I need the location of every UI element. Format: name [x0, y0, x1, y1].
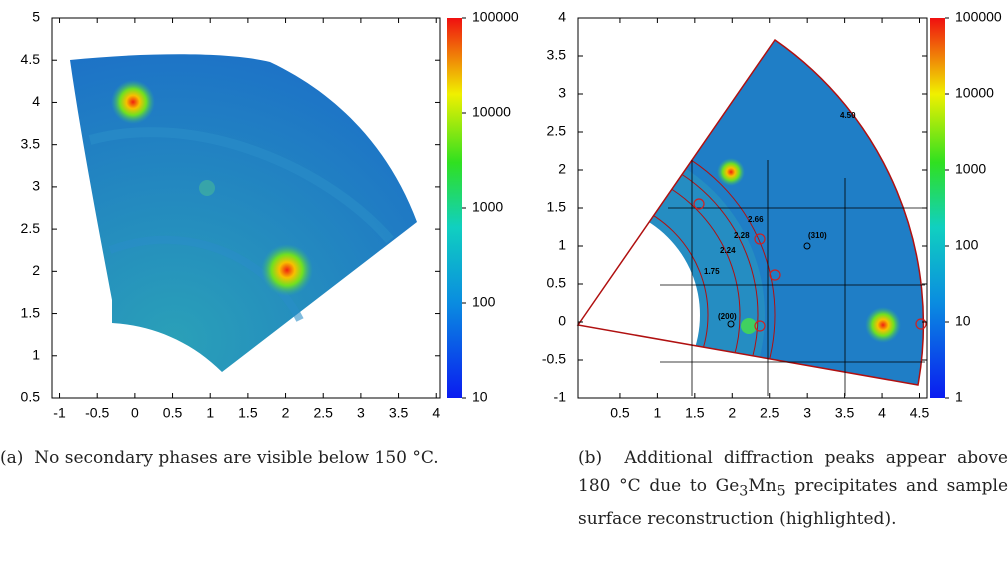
y-tick-label: 2.5	[547, 123, 567, 139]
annotation: 2.66	[748, 215, 764, 224]
x-tick-label: 4.5	[910, 405, 930, 421]
caption-text: 3	[739, 483, 749, 500]
caption-text: No secondary phases are visible below 15…	[34, 448, 439, 468]
y-tick-label: 4	[32, 93, 40, 109]
figure: 4.50 2.66 2.28 2.24 1.75 (310) (200) -1-…	[21, 9, 1002, 421]
x-tick-label: 3.5	[389, 405, 409, 421]
x-tick-label: 4	[878, 405, 886, 421]
x-tick-label: 3	[357, 405, 365, 421]
colorbar-tick-label: 100	[472, 294, 496, 310]
colorbar-tick-label: 10	[472, 389, 488, 405]
y-tick-label: 2	[558, 161, 566, 177]
y-tick-label: 0.5	[21, 389, 41, 405]
annotation: (200)	[718, 312, 737, 321]
caption-text: precipitates and sample surface reconstr…	[578, 476, 1008, 530]
colorbar-tick-label: 100000	[472, 9, 519, 25]
x-tick-label: 2	[728, 405, 736, 421]
y-tick-label: 1	[558, 237, 566, 253]
y-tick-label: 0.5	[547, 275, 567, 291]
y-tick-label: 4.5	[21, 51, 41, 67]
y-tick-label: 4	[558, 9, 566, 25]
colorbar-tick-label: 1000	[955, 161, 986, 177]
x-tick-label: 0.5	[163, 405, 183, 421]
x-tick-label: 1.5	[238, 405, 258, 421]
caption-b: (b) Additional diffraction peaks appear …	[578, 444, 1008, 533]
x-tick-label: 3	[803, 405, 811, 421]
y-tick-label: -1	[554, 389, 567, 405]
x-tick-label: -0.5	[85, 405, 109, 421]
y-tick-label: 2.5	[21, 220, 41, 236]
x-tick-label: 1.5	[685, 405, 705, 421]
x-tick-label: 0.5	[610, 405, 630, 421]
annotation: 2.24	[720, 246, 736, 255]
x-tick-label: 0	[131, 405, 139, 421]
y-tick-label: 1.5	[547, 199, 567, 215]
y-tick-label: 3.5	[21, 135, 41, 151]
y-tick-label: 1	[32, 346, 40, 362]
y-tick-label: 0	[558, 313, 566, 329]
colorbar-tick-label: 10	[955, 313, 971, 329]
caption-text: Mn	[748, 476, 777, 496]
y-tick-label: 1.5	[21, 304, 41, 320]
y-tick-label: -0.5	[542, 351, 566, 367]
annotation: 4.50	[840, 111, 856, 120]
plot-frame	[51, 17, 441, 399]
heatmap-b: 4.50 2.66 2.28 2.24 1.75 (310) (200)	[576, 38, 927, 396]
y-tick-label: 5	[32, 9, 40, 25]
caption-label: (b)	[578, 448, 603, 468]
colorbar-tick-label: 10000	[472, 104, 511, 120]
colorbar	[447, 18, 462, 398]
heatmap-a	[70, 54, 417, 372]
colorbar-tick-label: 10000	[955, 85, 994, 101]
colorbar-tick-label: 1000	[472, 199, 503, 215]
annotation: 2.28	[734, 231, 750, 240]
x-tick-label: 1	[653, 405, 661, 421]
x-tick-label: 2.5	[313, 405, 333, 421]
caption-label: (a)	[0, 448, 24, 468]
y-tick-label: 3.5	[547, 47, 567, 63]
x-tick-label: 3.5	[835, 405, 855, 421]
y-tick-label: 2	[32, 262, 40, 278]
x-tick-label: -1	[53, 405, 66, 421]
annotation: (310)	[808, 231, 827, 240]
colorbar	[930, 18, 945, 398]
caption-a: (a) No secondary phases are visible belo…	[0, 444, 560, 472]
y-tick-label: 3	[558, 85, 566, 101]
colorbar-tick-label: 1	[955, 389, 963, 405]
y-tick-label: 3	[32, 178, 40, 194]
x-tick-label: 4	[432, 405, 440, 421]
x-tick-label: 1	[206, 405, 214, 421]
annotation: 1.75	[704, 267, 720, 276]
x-tick-label: 2.5	[760, 405, 780, 421]
caption-text: 5	[776, 483, 786, 500]
x-tick-label: 2	[282, 405, 290, 421]
caption-text: Additional diffraction peaks appear abov…	[578, 448, 1008, 496]
colorbar-tick-label: 100	[955, 237, 979, 253]
colorbar-tick-label: 100000	[955, 9, 1002, 25]
